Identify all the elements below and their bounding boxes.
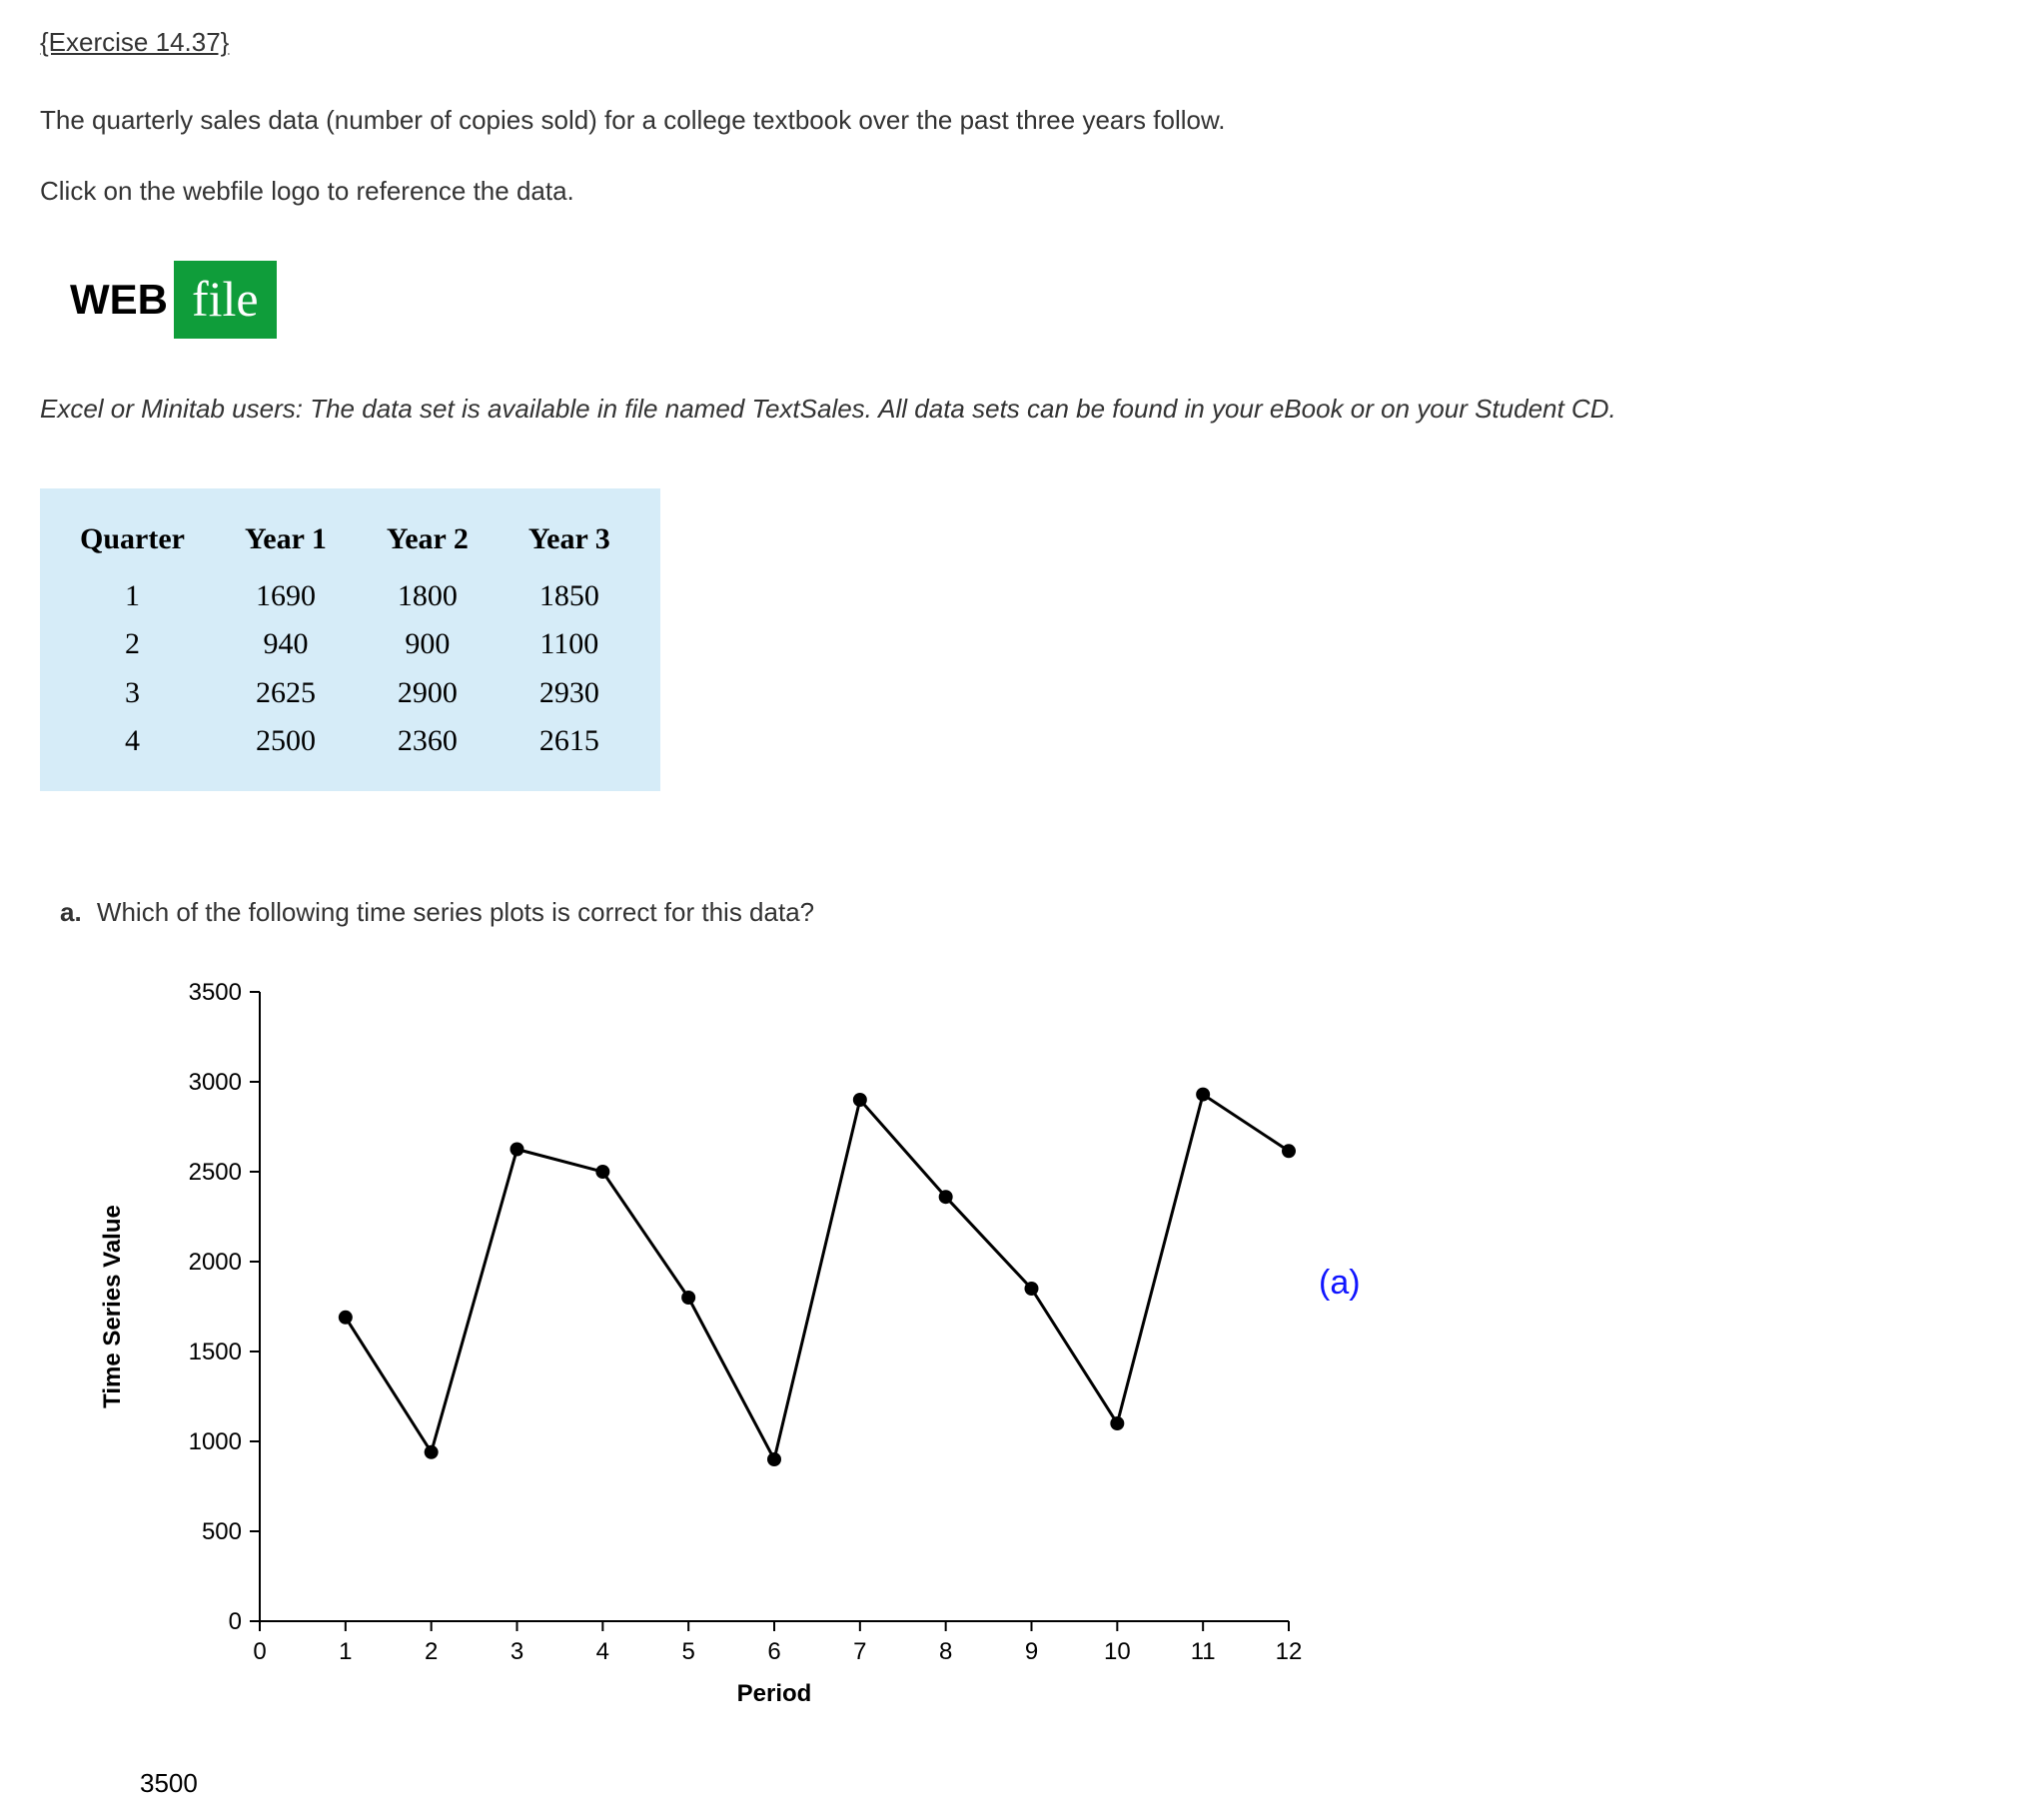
second-chart-peek-ytick: 3500 xyxy=(140,1763,2004,1803)
cell: 2930 xyxy=(528,670,620,719)
cell: 4 xyxy=(80,718,245,767)
question-a-label: a. xyxy=(60,897,82,927)
svg-text:11: 11 xyxy=(1191,1638,1216,1665)
cell: 2360 xyxy=(387,718,528,767)
svg-text:8: 8 xyxy=(939,1638,952,1665)
table-row: 1 1690 1800 1850 xyxy=(80,573,620,622)
question-a-text: Which of the following time series plots… xyxy=(97,897,814,927)
svg-text:2: 2 xyxy=(425,1638,438,1665)
col-quarter: Quarter xyxy=(80,512,245,573)
svg-text:10: 10 xyxy=(1104,1638,1131,1665)
svg-text:2500: 2500 xyxy=(189,1159,242,1186)
table-row: 4 2500 2360 2615 xyxy=(80,718,620,767)
col-year1: Year 1 xyxy=(245,512,387,573)
svg-text:12: 12 xyxy=(1276,1638,1303,1665)
svg-text:1500: 1500 xyxy=(189,1339,242,1365)
cell: 1 xyxy=(80,573,245,622)
svg-text:7: 7 xyxy=(853,1638,866,1665)
sales-table: Quarter Year 1 Year 2 Year 3 1 1690 1800… xyxy=(80,512,620,767)
svg-text:2000: 2000 xyxy=(189,1249,242,1276)
svg-text:0: 0 xyxy=(229,1608,242,1635)
chart-a-block: 0500100015002000250030003500012345678910… xyxy=(90,962,2004,1732)
cell: 1100 xyxy=(528,621,620,670)
svg-text:1000: 1000 xyxy=(189,1428,242,1455)
svg-text:Period: Period xyxy=(737,1680,812,1707)
svg-text:500: 500 xyxy=(202,1518,242,1545)
chart-a-option-label: (a) xyxy=(1319,1257,1361,1310)
cell: 2500 xyxy=(245,718,387,767)
webfile-file-label: file xyxy=(174,261,277,339)
table-header-row: Quarter Year 1 Year 2 Year 3 xyxy=(80,512,620,573)
svg-text:6: 6 xyxy=(767,1638,780,1665)
svg-text:4: 4 xyxy=(596,1638,609,1665)
svg-text:5: 5 xyxy=(681,1638,694,1665)
svg-text:9: 9 xyxy=(1025,1638,1038,1665)
time-series-chart-a: 0500100015002000250030003500012345678910… xyxy=(90,962,1369,1721)
cell: 2900 xyxy=(387,670,528,719)
cell: 940 xyxy=(245,621,387,670)
svg-text:3000: 3000 xyxy=(189,1069,242,1096)
cell: 3 xyxy=(80,670,245,719)
question-a: a. Which of the following time series pl… xyxy=(60,892,2004,932)
intro-paragraph: The quarterly sales data (number of copi… xyxy=(40,100,2004,140)
col-year2: Year 2 xyxy=(387,512,528,573)
svg-text:3500: 3500 xyxy=(189,979,242,1006)
svg-text:1: 1 xyxy=(339,1638,352,1665)
cell: 2625 xyxy=(245,670,387,719)
webfile-web-label: WEB xyxy=(60,261,174,339)
cell: 1690 xyxy=(245,573,387,622)
exercise-link[interactable]: {Exercise 14.37} xyxy=(40,27,229,57)
dataset-note: Excel or Minitab users: The data set is … xyxy=(40,389,2004,429)
webfile-logo[interactable]: WEB file xyxy=(60,261,277,339)
table-row: 3 2625 2900 2930 xyxy=(80,670,620,719)
svg-text:Time Series Value: Time Series Value xyxy=(99,1205,126,1408)
cell: 2 xyxy=(80,621,245,670)
cell: 1800 xyxy=(387,573,528,622)
cell: 1850 xyxy=(528,573,620,622)
sales-table-wrap: Quarter Year 1 Year 2 Year 3 1 1690 1800… xyxy=(40,488,660,791)
svg-text:3: 3 xyxy=(511,1638,523,1665)
col-year3: Year 3 xyxy=(528,512,620,573)
click-paragraph: Click on the webfile logo to reference t… xyxy=(40,171,2004,211)
table-row: 2 940 900 1100 xyxy=(80,621,620,670)
svg-text:0: 0 xyxy=(253,1638,266,1665)
cell: 900 xyxy=(387,621,528,670)
cell: 2615 xyxy=(528,718,620,767)
